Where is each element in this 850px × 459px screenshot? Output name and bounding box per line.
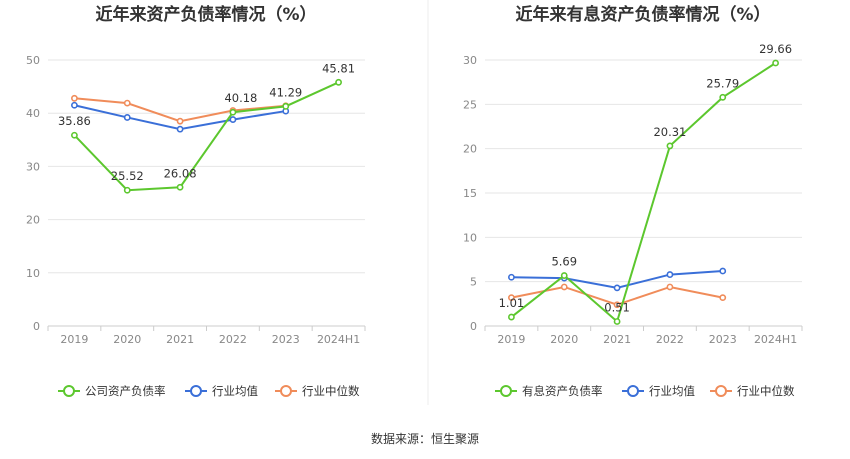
data-label: 25.52 [111, 169, 144, 183]
series-line-0 [510, 62, 777, 324]
data-point [508, 294, 515, 302]
y-tick-label: 20 [463, 143, 477, 156]
chart-title: 近年来有息资产负债率情况（%） [515, 4, 770, 25]
legend-swatch-marker [63, 385, 75, 397]
x-tick-label: 2023 [709, 333, 737, 346]
data-point [719, 294, 727, 302]
data-point [666, 283, 674, 291]
legend-item: 行业中位数 [710, 384, 795, 398]
y-tick-label: 15 [463, 187, 477, 200]
x-tick-label: 2020 [113, 333, 141, 346]
x-tick-label: 2021 [603, 333, 631, 346]
legend-swatch-marker [280, 385, 292, 397]
y-tick-label: 25 [463, 98, 477, 111]
data-label: 25.79 [706, 76, 739, 90]
data-label: 20.31 [653, 125, 686, 139]
series-line-0 [73, 81, 339, 192]
y-tick-label: 10 [26, 267, 40, 280]
legend-label: 行业均值 [212, 384, 258, 398]
chart-interest-bearing-liability-ratio: 近年来有息资产负债率情况（%） 0 5 10 15 20 25 30 2019 2020 2021 2… [463, 4, 803, 398]
legend-label: 有息资产负债率 [522, 384, 603, 398]
legend-item: 公司资产负债率 [58, 384, 166, 398]
data-label: 45.81 [322, 61, 355, 75]
data-label: 1.01 [499, 296, 525, 310]
data-point [772, 59, 779, 67]
x-tick-label: 2020 [550, 333, 578, 346]
data-point [508, 313, 515, 321]
data-point [560, 272, 568, 279]
data-point [719, 93, 727, 101]
data-point [613, 284, 621, 292]
data-point [666, 142, 674, 150]
legend-label: 行业中位数 [302, 384, 360, 398]
legend-swatch-marker [715, 385, 727, 397]
data-source: 数据来源：恒生聚源 [371, 431, 479, 446]
data-point [123, 114, 131, 121]
data-point [71, 101, 78, 109]
y-tick-label: 0 [33, 320, 40, 333]
data-point [229, 108, 237, 116]
legend-label: 行业均值 [649, 384, 695, 398]
data-point [335, 78, 342, 86]
data-point [666, 271, 674, 278]
data-label: 29.66 [759, 42, 792, 56]
data-point [229, 116, 237, 123]
data-point [176, 117, 184, 125]
x-tick-label: 2022 [219, 333, 247, 346]
legend-swatch-marker [627, 385, 639, 397]
data-label: 26.08 [164, 166, 197, 180]
data-label: 40.18 [224, 91, 257, 105]
data-point [71, 131, 78, 139]
y-tick-label: 50 [26, 54, 40, 67]
x-tick-label: 2024H1 [317, 333, 360, 346]
y-tick-label: 40 [26, 107, 40, 120]
y-tick-label: 30 [463, 54, 477, 67]
data-point [176, 125, 184, 133]
data-label: 5.69 [551, 255, 577, 269]
data-point [508, 273, 515, 281]
x-tick-label: 2024H1 [754, 333, 797, 346]
x-tick-label: 2021 [166, 333, 194, 346]
legend-label: 行业中位数 [737, 384, 795, 398]
legend-label: 公司资产负债率 [85, 384, 166, 398]
y-tick-label: 30 [26, 160, 40, 173]
legend-item: 行业均值 [185, 384, 258, 398]
x-tick-label: 2023 [272, 333, 300, 346]
data-label: 41.29 [269, 85, 302, 99]
data-point [123, 186, 131, 194]
data-label: 0.51 [604, 300, 630, 314]
x-tick-label: 2019 [60, 333, 88, 346]
data-point [613, 318, 621, 325]
data-point [123, 99, 131, 107]
legend-item: 行业中位数 [275, 384, 360, 398]
data-point [560, 283, 568, 291]
y-tick-label: 20 [26, 214, 40, 227]
chart-asset-liability-ratio: 近年来资产负债率情况（%） 0 10 20 30 40 50 2019 2020 2021 2022… [26, 4, 366, 398]
data-point [719, 267, 727, 275]
data-point [176, 183, 184, 191]
x-tick-label: 2022 [656, 333, 684, 346]
legend-swatch-marker [500, 385, 512, 397]
y-tick-label: 5 [470, 276, 477, 289]
legend-item: 行业均值 [622, 384, 695, 398]
data-point [282, 102, 290, 110]
legend-swatch-marker [190, 385, 202, 397]
chart-title: 近年来资产负债率情况（%） [95, 4, 316, 25]
data-point [613, 301, 621, 309]
legend-item: 有息资产负债率 [495, 384, 603, 398]
y-tick-label: 0 [470, 320, 477, 333]
y-tick-label: 10 [463, 231, 477, 244]
data-label: 35.86 [58, 114, 91, 128]
data-point [71, 94, 78, 102]
x-tick-label: 2019 [497, 333, 525, 346]
